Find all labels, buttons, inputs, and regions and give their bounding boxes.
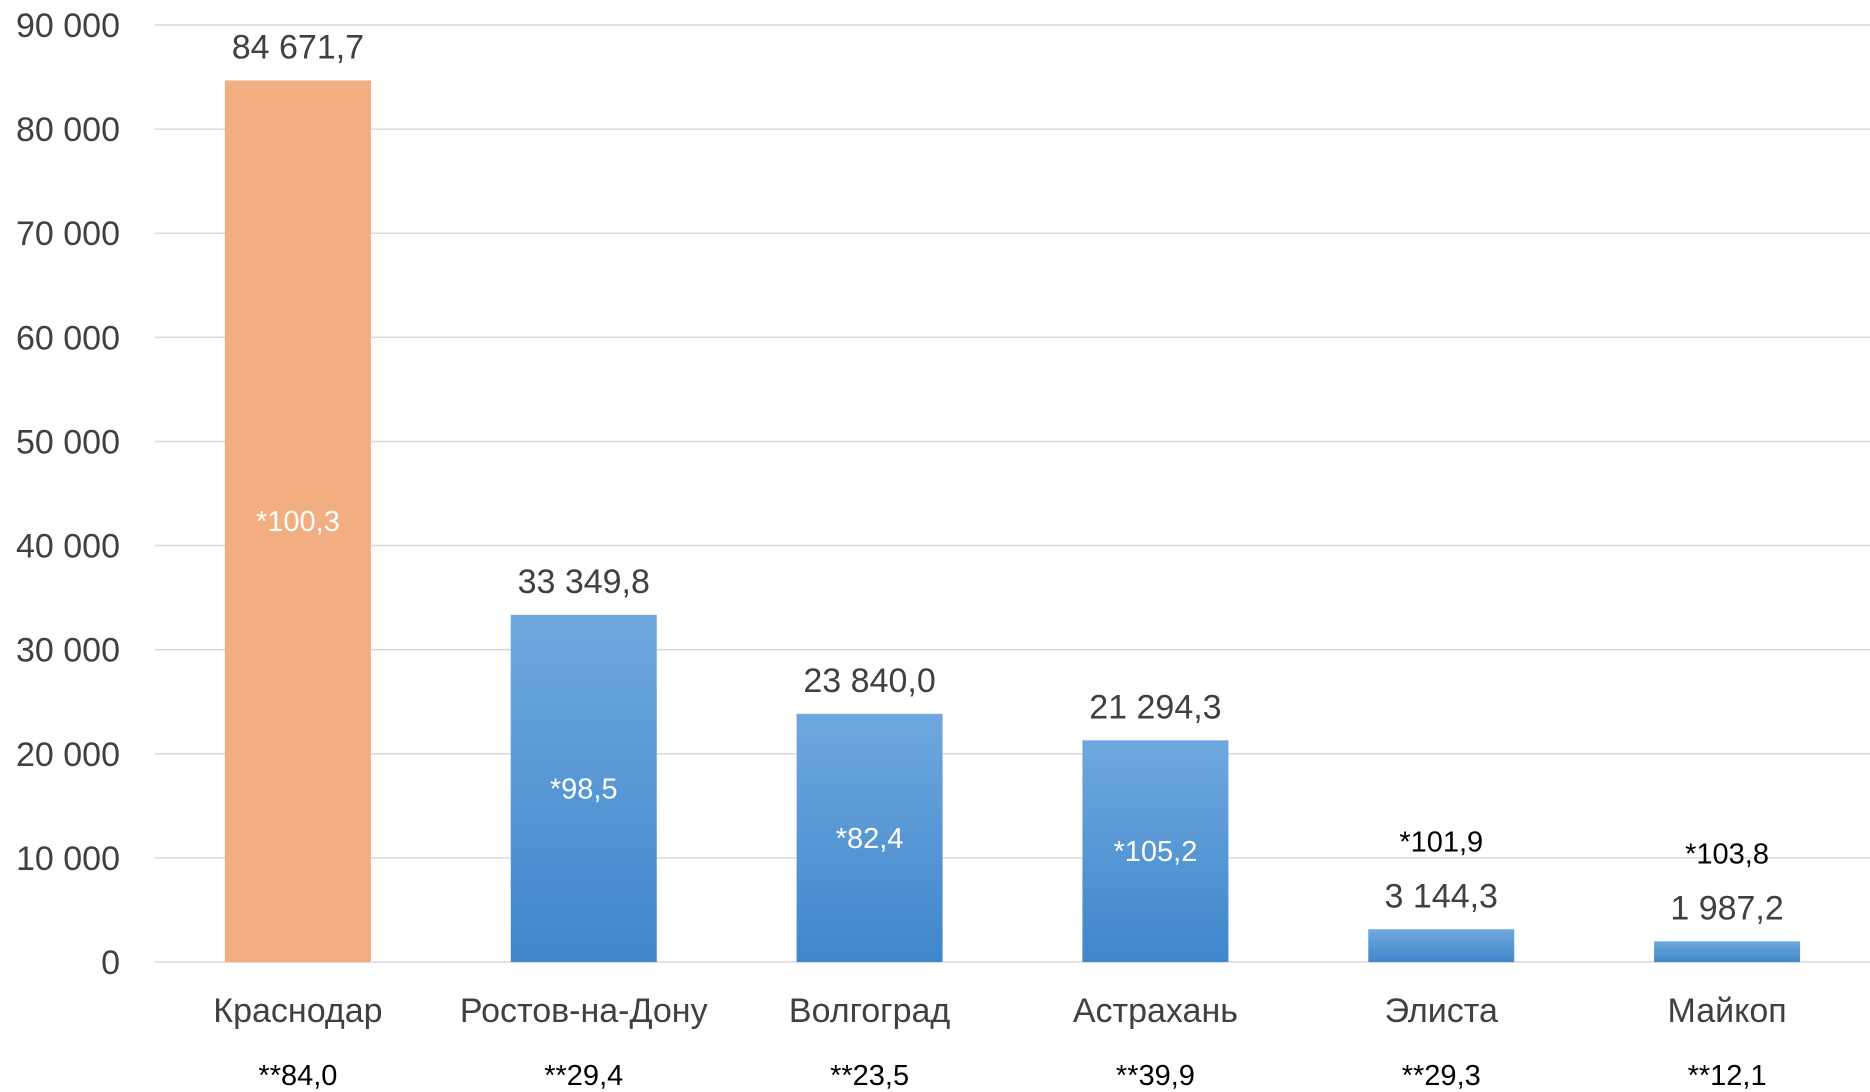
bar-index-label: *101,9 bbox=[1399, 826, 1483, 858]
bar bbox=[796, 713, 943, 962]
bar-value-label: 84 671,7 bbox=[232, 28, 364, 66]
gridlines bbox=[155, 24, 1870, 963]
y-tick-label: 30 000 bbox=[16, 632, 120, 670]
y-tick-label: 40 000 bbox=[16, 528, 120, 566]
share-label: **12,1 bbox=[1688, 1060, 1767, 1092]
bar bbox=[510, 614, 657, 962]
x-category-label: Краснодар bbox=[213, 992, 382, 1030]
bar-index-label: *103,8 bbox=[1685, 838, 1769, 870]
bar bbox=[1082, 740, 1229, 962]
y-tick-label: 90 000 bbox=[16, 7, 120, 45]
y-tick-label: 60 000 bbox=[16, 319, 120, 357]
bar-value-label: 21 294,3 bbox=[1089, 688, 1221, 726]
share-label: **29,4 bbox=[544, 1060, 623, 1092]
y-tick-label: 80 000 bbox=[16, 111, 120, 149]
share-label: **23,5 bbox=[830, 1060, 909, 1092]
x-category-label: Астрахань bbox=[1073, 992, 1238, 1030]
bars bbox=[224, 80, 1801, 963]
bar-index-label: *98,5 bbox=[550, 773, 618, 805]
y-tick-label: 70 000 bbox=[16, 215, 120, 253]
x-category-label: Элиста bbox=[1385, 992, 1498, 1030]
y-tick-label: 20 000 bbox=[16, 736, 120, 774]
y-tick-label: 10 000 bbox=[16, 840, 120, 878]
share-label: **84,0 bbox=[258, 1060, 337, 1092]
bar-value-label: 3 144,3 bbox=[1385, 877, 1498, 915]
x-axis-categories: Краснодар Ростов-на-Дону Волгоград Астрахан… bbox=[213, 992, 1786, 1030]
share-label: **39,9 bbox=[1116, 1060, 1195, 1092]
bar-value-label: 1 987,2 bbox=[1670, 889, 1783, 927]
bar-index-label: *100,3 bbox=[256, 506, 340, 538]
x-category-label: Волгоград bbox=[789, 992, 950, 1030]
bar bbox=[1654, 941, 1801, 962]
y-tick-label: 50 000 bbox=[16, 423, 120, 461]
bar bbox=[224, 80, 371, 963]
y-axis-ticks: 0 10 000 20 000 30 000 40 000 50 000 60 000 70 … bbox=[16, 7, 120, 982]
bar-index-label: *82,4 bbox=[836, 823, 904, 855]
bar bbox=[1368, 929, 1515, 962]
x-category-label: Майкоп bbox=[1667, 992, 1786, 1030]
data-labels: 84 671,7 *100,3 33 349,8 *98,5 23 840,0 *82,4… bbox=[232, 28, 1784, 927]
share-label: **29,3 bbox=[1402, 1060, 1481, 1092]
share-labels: **84,0 **29,4 **23,5 **39,9 **29,3 **12,1 bbox=[258, 1060, 1766, 1092]
x-category-label: Ростов-на-Дону bbox=[460, 992, 708, 1030]
y-tick-label: 0 bbox=[101, 944, 120, 982]
bar-value-label: 23 840,0 bbox=[803, 662, 935, 700]
bar-value-label: 33 349,8 bbox=[518, 563, 650, 601]
bar-index-label: *105,2 bbox=[1113, 836, 1197, 868]
